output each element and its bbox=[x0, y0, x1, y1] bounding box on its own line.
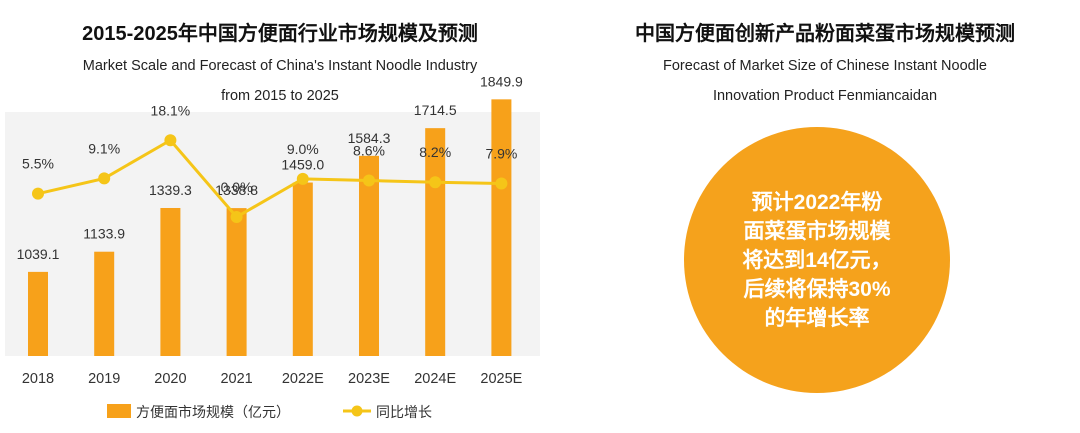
bar-2018 bbox=[28, 271, 48, 356]
bar-2021 bbox=[226, 208, 247, 356]
bar-label-2018: 1039.1 bbox=[17, 246, 60, 262]
x-tick-2022E: 2022E bbox=[282, 371, 324, 387]
growth-label-2024E: 8.2% bbox=[419, 144, 451, 160]
bar-2020 bbox=[160, 207, 181, 356]
forecast-circle-text: 预计2022年粉 面菜蛋市场规模 将达到14亿元， 后续将保持30% 的年增长率 bbox=[717, 188, 917, 333]
bar-2019 bbox=[94, 251, 115, 356]
legend-line-marker bbox=[351, 405, 363, 417]
growth-label-2019: 9.1% bbox=[88, 140, 120, 156]
forecast-subtitle-line1: Forecast of Market Size of Chinese Insta… bbox=[663, 58, 987, 74]
plot-background bbox=[5, 112, 540, 356]
left-panel: 1039.1 2018 1133.9 2019 1339.3 2020 1338.8 2021… bbox=[5, 23, 540, 420]
growth-point-2020 bbox=[164, 134, 177, 147]
x-tick-2024E: 2024E bbox=[414, 371, 456, 387]
bar-2023E bbox=[359, 155, 379, 356]
chart-subtitle-line2: from 2015 to 2025 bbox=[221, 88, 339, 104]
legend-line-label: 同比增长 bbox=[376, 404, 432, 420]
circle-line-3: 将达到14亿元， bbox=[742, 248, 892, 272]
circle-line-4: 后续将保持30% bbox=[743, 277, 891, 301]
growth-label-2023E: 8.6% bbox=[353, 143, 385, 159]
growth-line bbox=[37, 138, 502, 219]
growth-point-2022E bbox=[296, 172, 309, 185]
bar-label-2021: 1338.8 bbox=[215, 182, 258, 198]
x-tick-2018: 2018 bbox=[22, 371, 54, 387]
circle-line-5: 的年增长率 bbox=[764, 306, 870, 330]
bar-label-2025E: 1849.9 bbox=[480, 73, 523, 89]
growth-point-2018 bbox=[32, 187, 44, 200]
x-tick-2021: 2021 bbox=[220, 371, 252, 387]
legend-bar-swatch bbox=[107, 404, 131, 418]
bar-label-2019: 1133.9 bbox=[83, 226, 125, 242]
bar-label-2024E: 1714.5 bbox=[414, 102, 457, 118]
x-tick-2025E: 2025E bbox=[480, 371, 522, 387]
bar-label-2020: 1339.3 bbox=[149, 182, 192, 198]
right-panel: 中国方便面创新产品粉面菜蛋市场规模预测 Forecast of Market S… bbox=[570, 0, 1080, 433]
chart-subtitle-line1: Market Scale and Forecast of China's Ins… bbox=[82, 58, 478, 74]
market-scale-chart: 1039.1 2018 1133.9 2019 1339.3 2020 1338.8 2021… bbox=[5, 73, 540, 420]
x-tick-2020: 2020 bbox=[154, 371, 186, 387]
bar-label-2022E: 1459.0 bbox=[281, 157, 324, 173]
growth-label-2018: 5.5% bbox=[22, 156, 54, 172]
growth-point-2023E bbox=[363, 174, 375, 187]
growth-point-2019 bbox=[98, 172, 111, 185]
bar-2022E bbox=[292, 182, 313, 356]
growth-label-2021: 0.0% bbox=[221, 179, 253, 195]
growth-point-2021 bbox=[230, 211, 243, 223]
bar-2024E bbox=[425, 128, 446, 356]
growth-label-2025E: 7.9% bbox=[485, 146, 517, 162]
bar-2025E bbox=[491, 99, 512, 356]
growth-label-2020: 18.1% bbox=[151, 102, 191, 118]
circle-line-1: 预计2022年粉 bbox=[751, 190, 883, 214]
bar-label-2023E: 1584.3 bbox=[348, 130, 391, 146]
forecast-subtitle-line2: Innovation Product Fenmiancaidan bbox=[712, 88, 938, 104]
growth-point-2024E bbox=[429, 176, 442, 189]
circle-line-2: 面菜蛋市场规模 bbox=[743, 219, 891, 243]
forecast-circle: 预计2022年粉 面菜蛋市场规模 将达到14亿元， 后续将保持30% 的年增长率 bbox=[684, 127, 950, 393]
chart-title: 2015-2025年中国方便面行业市场规模及预测 bbox=[82, 23, 478, 45]
x-tick-2023E: 2023E bbox=[348, 371, 390, 387]
legend-bar-label: 方便面市场规模（亿元） bbox=[136, 404, 290, 420]
forecast-title: 中国方便面创新产品粉面菜蛋市场规模预测 bbox=[635, 23, 1015, 45]
growth-label-2022E: 9.0% bbox=[287, 141, 319, 157]
x-tick-2019: 2019 bbox=[88, 371, 120, 387]
growth-point-2025E bbox=[495, 177, 508, 190]
